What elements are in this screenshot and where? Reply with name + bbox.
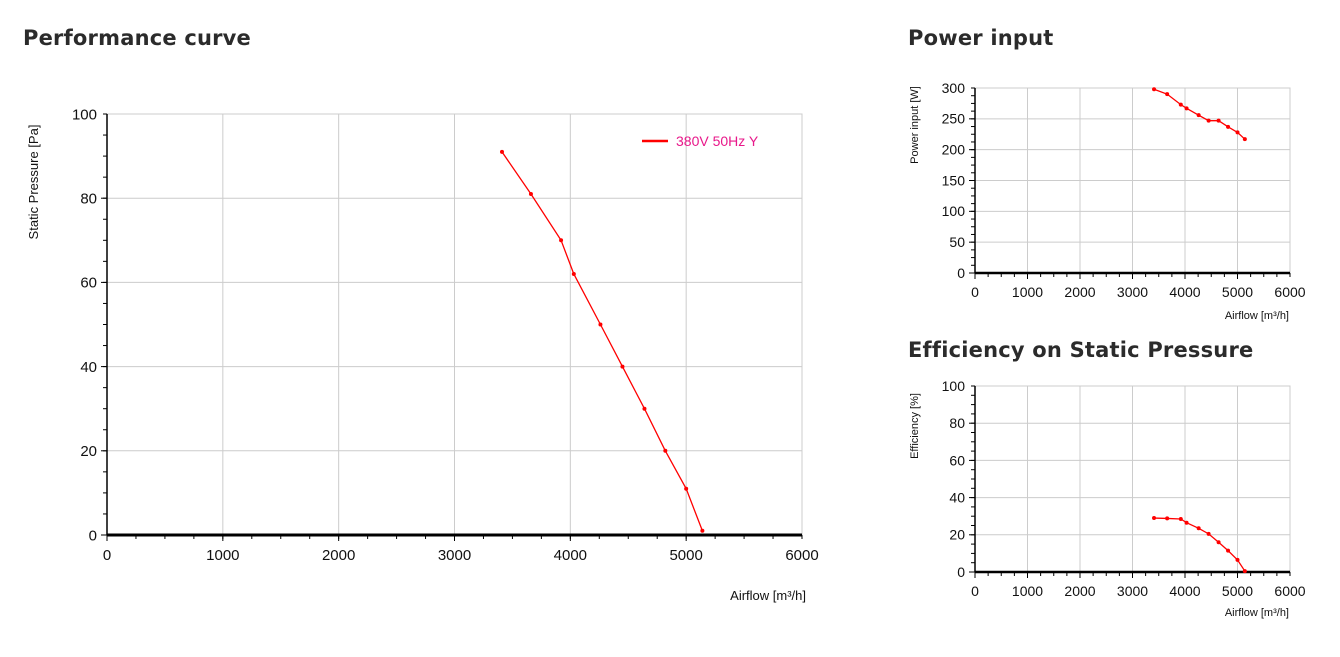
data-point <box>1242 137 1247 142</box>
series-line <box>1153 88 1246 140</box>
data-point <box>1184 106 1189 111</box>
y-tick-label: 50 <box>949 234 965 250</box>
data-point <box>1165 516 1170 521</box>
data-point <box>598 322 603 327</box>
y-axis-label: Efficiency [%] <box>909 393 921 459</box>
data-point <box>1216 118 1221 123</box>
x-tick-label: 1000 <box>1012 284 1043 300</box>
x-tick-label: 4000 <box>1169 583 1200 599</box>
x-tick-label: 6000 <box>1274 284 1305 300</box>
y-tick-label: 0 <box>89 527 97 544</box>
x-axis-label: Airflow [m³/h] <box>1225 310 1289 322</box>
x-axis-label: Airflow [m³/h] <box>730 588 806 603</box>
x-tick-label: 1000 <box>1012 583 1043 599</box>
y-tick-label: 100 <box>942 378 966 394</box>
data-point <box>1226 548 1231 553</box>
y-tick-label: 60 <box>949 452 965 468</box>
y-tick-label: 20 <box>949 527 965 543</box>
x-axis-label: Airflow [m³/h] <box>1225 607 1289 619</box>
x-tick-label: 2000 <box>1064 284 1095 300</box>
data-point <box>559 238 564 243</box>
data-point <box>642 406 647 411</box>
series-line <box>501 151 703 532</box>
y-tick-label: 60 <box>80 275 97 292</box>
y-tick-label: 40 <box>80 359 97 376</box>
data-point <box>1226 124 1231 129</box>
y-tick-label: 0 <box>957 265 965 281</box>
data-point <box>1196 113 1201 118</box>
x-tick-label: 1000 <box>206 547 239 564</box>
x-tick-label: 0 <box>971 583 979 599</box>
x-tick-label: 0 <box>971 284 979 300</box>
x-tick-label: 0 <box>103 547 111 564</box>
data-point <box>1178 102 1183 107</box>
data-point <box>1152 87 1157 92</box>
y-tick-label: 100 <box>942 203 966 219</box>
y-tick-label: 20 <box>80 443 97 460</box>
data-point <box>663 448 668 453</box>
data-point <box>1242 569 1247 574</box>
y-tick-label: 100 <box>72 106 97 123</box>
performance-curve-title: Performance curve <box>23 26 252 50</box>
x-tick-label: 5000 <box>669 547 702 564</box>
y-tick-label: 150 <box>942 172 966 188</box>
x-tick-label: 4000 <box>554 547 587 564</box>
data-point <box>528 191 533 196</box>
x-tick-label: 3000 <box>1117 583 1148 599</box>
y-tick-label: 80 <box>80 190 97 207</box>
data-point <box>620 364 625 369</box>
data-point <box>1235 557 1240 562</box>
legend-label: 380V 50Hz Y <box>676 133 759 149</box>
x-tick-label: 5000 <box>1222 284 1253 300</box>
y-tick-label: 80 <box>949 415 965 431</box>
x-tick-label: 3000 <box>1117 284 1148 300</box>
x-tick-label: 6000 <box>785 547 818 564</box>
data-point <box>1178 516 1183 521</box>
y-tick-label: 300 <box>942 80 966 96</box>
data-point <box>1196 526 1201 531</box>
x-tick-label: 2000 <box>322 547 355 564</box>
data-point <box>1206 118 1211 123</box>
y-tick-label: 40 <box>949 490 965 506</box>
data-point <box>1152 516 1157 521</box>
data-point <box>700 528 705 533</box>
x-tick-label: 3000 <box>438 547 471 564</box>
x-tick-label: 2000 <box>1064 583 1095 599</box>
x-tick-label: 4000 <box>1169 284 1200 300</box>
data-point <box>1165 92 1170 97</box>
y-tick-label: 0 <box>957 564 965 580</box>
efficiency-title: Efficiency on Static Pressure <box>908 338 1254 362</box>
power-input-title: Power input <box>908 26 1054 50</box>
y-tick-label: 200 <box>942 142 966 158</box>
data-point <box>499 149 504 154</box>
series-line <box>1154 517 1246 572</box>
data-point <box>1216 540 1221 545</box>
data-point <box>1184 520 1189 525</box>
x-tick-label: 5000 <box>1222 583 1253 599</box>
y-axis-label: Static Pressure [Pa] <box>26 125 41 240</box>
data-point <box>1235 130 1240 135</box>
data-point <box>571 271 576 276</box>
y-axis-label: Power input [W] <box>909 86 921 164</box>
data-point <box>1206 531 1211 536</box>
data-point <box>684 486 689 491</box>
y-tick-label: 250 <box>942 111 966 127</box>
x-tick-label: 6000 <box>1274 583 1305 599</box>
